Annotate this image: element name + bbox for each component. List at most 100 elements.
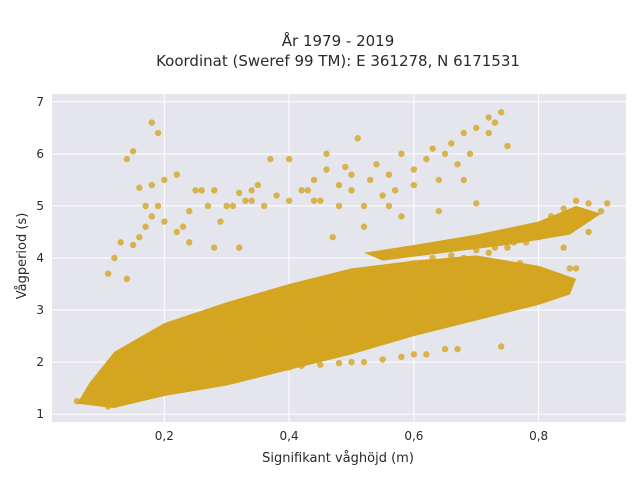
data-point bbox=[547, 213, 555, 220]
data-point bbox=[104, 403, 112, 410]
data-point bbox=[304, 280, 312, 288]
data-point bbox=[423, 155, 430, 163]
data-point bbox=[198, 187, 205, 194]
data-point bbox=[342, 163, 349, 171]
data-point bbox=[560, 205, 567, 212]
data-point bbox=[460, 288, 467, 296]
data-point bbox=[279, 301, 287, 309]
data-point bbox=[248, 296, 255, 303]
data-point bbox=[410, 181, 418, 189]
data-point bbox=[522, 239, 530, 246]
data-point bbox=[498, 278, 505, 285]
data-point bbox=[192, 314, 199, 322]
data-point bbox=[123, 155, 131, 163]
data-point bbox=[366, 270, 374, 277]
data-point bbox=[198, 364, 205, 371]
data-point bbox=[491, 244, 499, 251]
data-point bbox=[504, 142, 511, 150]
data-point bbox=[267, 155, 274, 163]
data-point bbox=[597, 207, 605, 215]
data-point bbox=[173, 171, 180, 178]
data-point bbox=[298, 362, 305, 369]
data-point bbox=[360, 202, 368, 210]
data-point bbox=[285, 286, 293, 293]
data-point bbox=[385, 265, 393, 272]
data-point bbox=[535, 233, 542, 241]
data-point bbox=[335, 359, 343, 367]
data-point bbox=[379, 356, 386, 363]
data-point bbox=[148, 382, 156, 389]
data-point bbox=[485, 249, 492, 256]
data-point bbox=[304, 187, 312, 194]
data-point bbox=[560, 223, 567, 230]
data-point bbox=[267, 291, 274, 298]
data-point bbox=[354, 135, 361, 142]
data-point bbox=[398, 304, 405, 311]
data-point bbox=[572, 265, 580, 272]
data-point bbox=[360, 280, 368, 288]
data-point bbox=[373, 161, 380, 168]
data-point bbox=[329, 322, 336, 329]
data-point bbox=[473, 124, 480, 132]
data-point bbox=[510, 239, 517, 246]
data-point bbox=[460, 129, 467, 137]
data-point bbox=[498, 343, 505, 350]
data-point bbox=[142, 338, 149, 345]
data-point bbox=[498, 109, 505, 116]
data-point bbox=[348, 187, 355, 194]
data-point bbox=[192, 187, 199, 194]
data-point bbox=[129, 241, 137, 249]
data-point bbox=[136, 366, 143, 374]
y-tick-label: 3 bbox=[36, 303, 44, 317]
data-point bbox=[585, 228, 592, 236]
y-ticks: 1 2 3 4 5 6 7 bbox=[36, 95, 44, 421]
data-point bbox=[154, 129, 162, 137]
data-point bbox=[423, 265, 430, 272]
data-point bbox=[466, 150, 474, 158]
data-point bbox=[441, 150, 449, 158]
data-point bbox=[242, 197, 249, 204]
data-point bbox=[348, 358, 355, 366]
data-point bbox=[111, 254, 118, 262]
data-point bbox=[429, 254, 436, 262]
y-tick-label: 2 bbox=[36, 355, 44, 369]
data-point bbox=[360, 358, 368, 366]
data-point bbox=[504, 244, 511, 251]
y-tick-label: 1 bbox=[36, 407, 44, 421]
x-tick-label: 0,8 bbox=[529, 429, 548, 443]
data-point bbox=[535, 223, 542, 230]
x-tick-label: 0,6 bbox=[404, 429, 423, 443]
y-axis-label: Vågperiod (s) bbox=[15, 213, 30, 300]
dense-point-cloud-upper bbox=[363, 205, 602, 261]
data-point bbox=[398, 353, 405, 361]
data-point bbox=[260, 202, 268, 210]
data-point bbox=[273, 192, 280, 199]
data-point bbox=[111, 387, 118, 394]
data-point bbox=[485, 114, 492, 121]
data-point bbox=[298, 296, 305, 303]
data-point bbox=[111, 364, 118, 371]
data-point bbox=[473, 246, 480, 254]
data-point bbox=[161, 330, 168, 337]
data-point bbox=[161, 218, 168, 225]
data-point bbox=[254, 343, 262, 350]
data-point bbox=[491, 119, 499, 126]
data-point bbox=[429, 145, 436, 152]
data-point bbox=[435, 293, 443, 301]
data-point bbox=[242, 312, 249, 319]
data-point bbox=[179, 223, 187, 230]
data-point bbox=[473, 283, 480, 290]
x-axis-label: Signifikant våghöjd (m) bbox=[262, 451, 414, 466]
data-point bbox=[123, 379, 131, 387]
data-point bbox=[323, 166, 330, 173]
data-point bbox=[398, 270, 405, 277]
data-point bbox=[217, 218, 224, 225]
data-point bbox=[273, 338, 280, 345]
data-point bbox=[547, 228, 555, 236]
data-point bbox=[366, 176, 374, 184]
y-tick-label: 5 bbox=[36, 199, 44, 213]
data-point bbox=[566, 265, 574, 272]
data-point bbox=[211, 244, 218, 251]
data-point bbox=[229, 301, 237, 309]
